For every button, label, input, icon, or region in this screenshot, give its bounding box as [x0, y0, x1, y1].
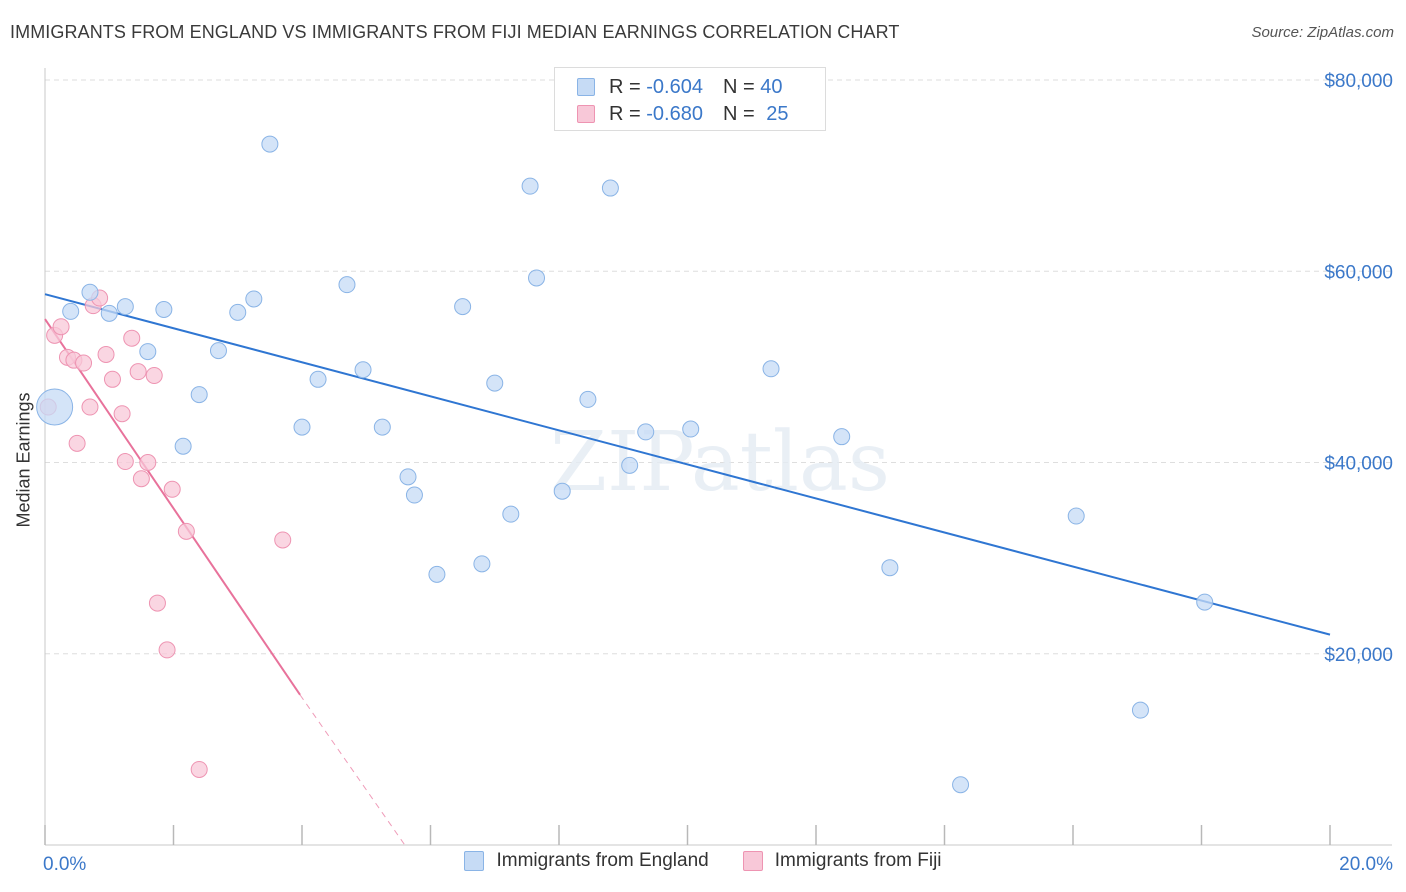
- england-point-2: [81, 283, 99, 301]
- england-point-32: [682, 420, 700, 438]
- england-point-19: [405, 486, 423, 504]
- england-r-value: -0.604: [646, 75, 703, 98]
- england-point-17: [373, 418, 391, 436]
- fiji-legend-swatch: [742, 851, 763, 871]
- fiji-point-7: [81, 398, 99, 416]
- england-point-29: [601, 179, 619, 197]
- england-point-4: [116, 298, 134, 316]
- england-point-6: [155, 301, 173, 318]
- england-point-26: [528, 269, 546, 287]
- england-point-7: [174, 437, 192, 455]
- england-legend-swatch: [464, 851, 485, 871]
- england-point-9: [209, 342, 227, 360]
- england-point-34: [833, 428, 851, 446]
- england-point-22: [473, 555, 491, 573]
- england-point-24: [502, 505, 520, 523]
- england-point-5: [139, 343, 157, 361]
- england-point-11: [245, 290, 263, 308]
- data-points: [36, 135, 1214, 794]
- fiji-n-value: 25: [766, 102, 789, 125]
- tick-labels: $20,000 $40,000 $60,000 $80,000 0.0% 20.0%: [43, 71, 1393, 875]
- fiji-point-19: [148, 594, 166, 612]
- england-n-value: 40: [760, 75, 783, 98]
- fiji-point-5: [68, 434, 86, 452]
- england-point-30: [621, 456, 639, 474]
- fiji-point-24: [274, 531, 292, 549]
- fiji-point-2: [52, 318, 70, 336]
- fiji-trend-extension: [299, 694, 406, 846]
- england-point-31: [637, 423, 655, 441]
- fiji-point-10: [97, 345, 115, 363]
- x-tick-label-max: 20.0%: [1339, 854, 1393, 875]
- england-point-1: [62, 302, 80, 320]
- grid-lines: [45, 79, 1392, 655]
- fiji-point-18: [145, 366, 163, 384]
- england-point-0: [36, 388, 74, 426]
- y-axis-label: Median Earnings: [13, 392, 34, 528]
- fiji-point-16: [132, 470, 150, 488]
- england-point-25: [521, 177, 539, 195]
- source-label: Source: ZipAtlas.com: [1251, 24, 1394, 41]
- y-tick-label-0: $20,000: [1324, 645, 1393, 666]
- england-trend-line: [44, 293, 1331, 636]
- x-tick-label-min: 0.0%: [43, 854, 86, 875]
- england-point-10: [229, 303, 247, 321]
- fiji-point-13: [116, 453, 134, 471]
- england-point-20: [428, 565, 446, 583]
- fiji-trend-line: [44, 318, 301, 696]
- legend-row-england: R = -0.604 N = 40: [577, 74, 782, 100]
- england-point-33: [762, 360, 780, 378]
- england-point-15: [338, 276, 356, 294]
- y-tick-label-1: $40,000: [1324, 454, 1393, 475]
- england-r-label: R =: [609, 75, 647, 98]
- england-point-13: [293, 418, 311, 436]
- england-point-18: [399, 468, 417, 486]
- y-tick-label-2: $60,000: [1324, 262, 1393, 283]
- legend-row-fiji: R = -0.680 N = 25: [577, 101, 788, 127]
- fiji-point-21: [163, 480, 181, 498]
- england-point-23: [486, 374, 504, 392]
- trend-lines: [44, 293, 1331, 846]
- england-point-3: [100, 304, 118, 322]
- fiji-point-17: [139, 454, 157, 471]
- legend-item-england: Immigrants from England: [464, 850, 709, 872]
- fiji-point-20: [158, 641, 176, 659]
- fiji-n-label: N =: [722, 102, 761, 125]
- england-point-37: [1067, 507, 1085, 525]
- correlation-legend: R = -0.604 N = 40 R = -0.680 N = 25: [554, 67, 826, 131]
- england-point-21: [454, 298, 472, 316]
- fiji-point-14: [123, 329, 141, 347]
- england-swatch: [577, 78, 595, 96]
- fiji-r-label: R =: [609, 102, 647, 125]
- england-point-16: [354, 361, 372, 379]
- england-point-28: [579, 390, 597, 408]
- fiji-legend-label: Immigrants from Fiji: [774, 850, 942, 871]
- fiji-point-6: [75, 354, 93, 372]
- fiji-point-11: [103, 370, 121, 388]
- chart-title: IMMIGRANTS FROM ENGLAND VS IMMIGRANTS FR…: [10, 22, 900, 42]
- y-tick-label-3: $80,000: [1324, 71, 1393, 92]
- fiji-point-12: [113, 405, 131, 423]
- watermark: ZIPatlas: [550, 415, 890, 510]
- fiji-r-value: -0.680: [646, 102, 703, 125]
- axes: [44, 68, 1392, 846]
- england-n-label: N =: [722, 75, 761, 98]
- england-point-12: [261, 135, 279, 153]
- fiji-point-22: [177, 522, 195, 540]
- england-point-38: [1131, 701, 1149, 719]
- england-legend-label: Immigrants from England: [496, 850, 709, 871]
- fiji-swatch: [577, 105, 595, 123]
- england-point-39: [1196, 593, 1214, 611]
- fiji-point-23: [190, 760, 208, 778]
- england-point-14: [309, 370, 327, 388]
- england-point-27: [553, 482, 571, 500]
- legend-item-fiji: Immigrants from Fiji: [742, 850, 942, 872]
- england-point-8: [190, 386, 208, 404]
- england-point-35: [881, 559, 899, 577]
- series-legend: Immigrants from England Immigrants from …: [0, 850, 1406, 872]
- fiji-point-15: [129, 363, 147, 381]
- england-point-36: [952, 776, 970, 794]
